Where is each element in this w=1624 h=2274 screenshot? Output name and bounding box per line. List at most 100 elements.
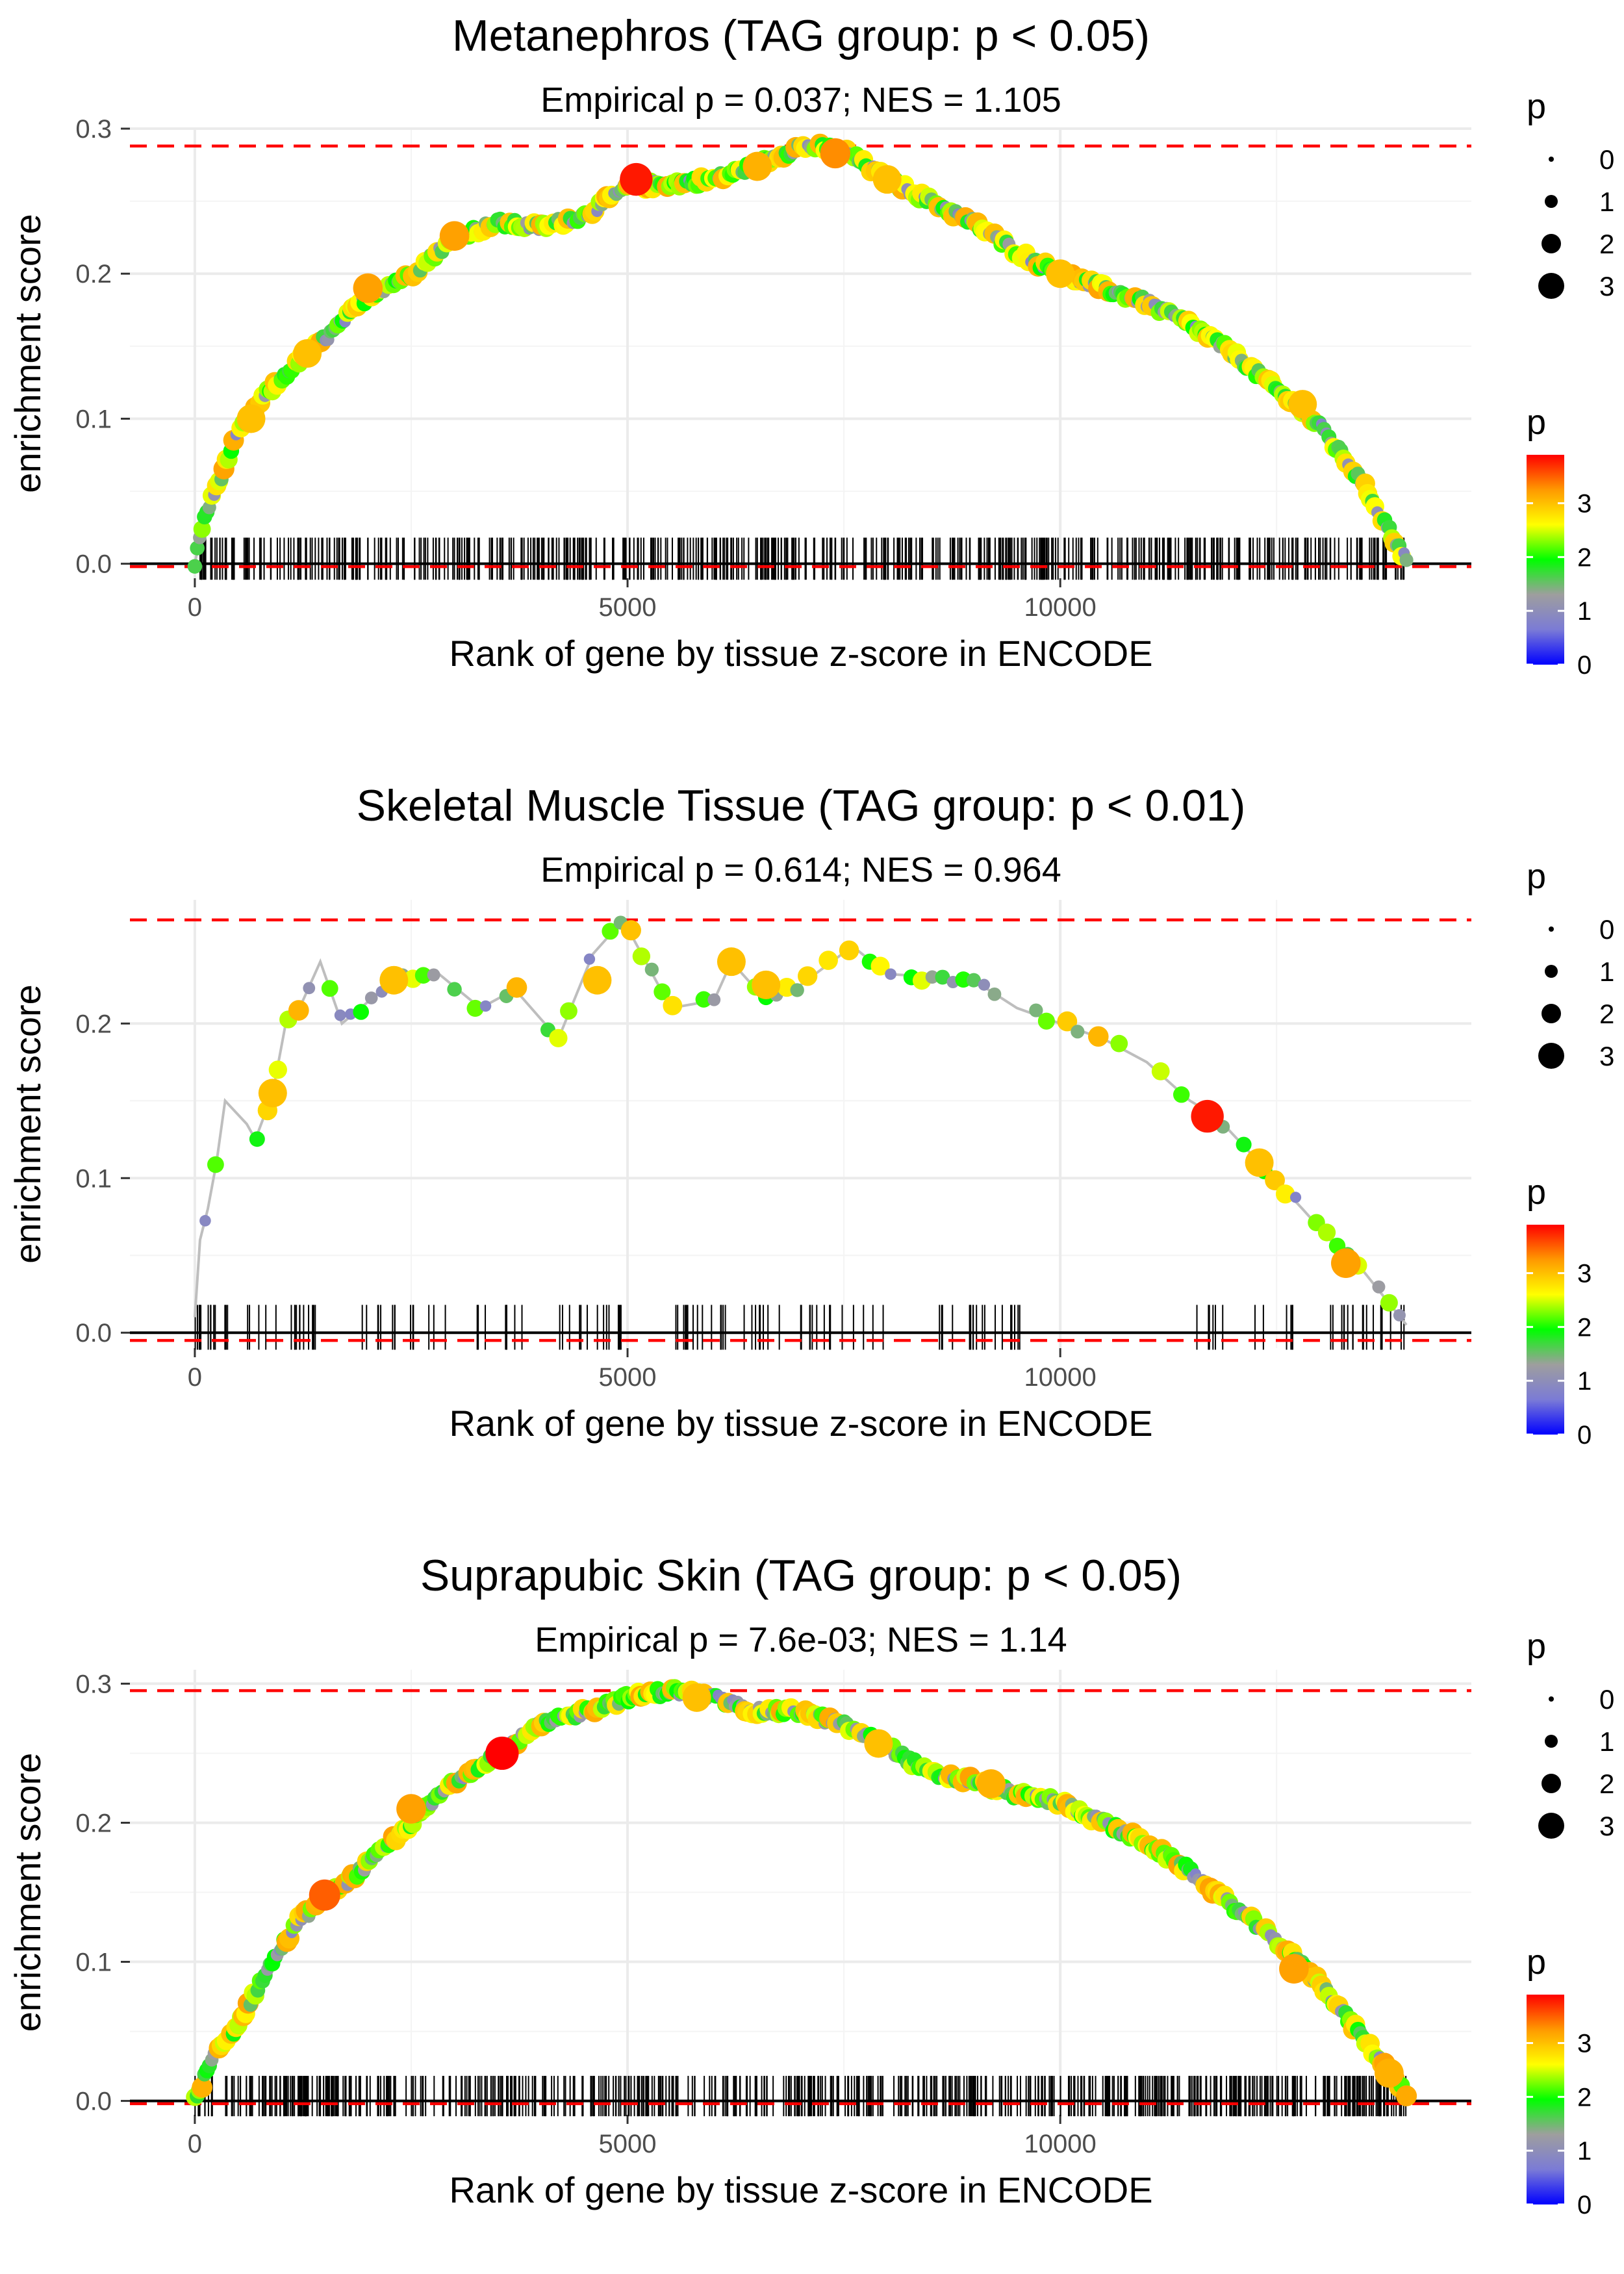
enrichment-point [1029, 1003, 1043, 1017]
color-legend-label: 2 [1577, 2083, 1592, 2112]
size-legend-dot [1545, 195, 1558, 208]
enrichment-point [414, 967, 432, 984]
enrichment-point-highlight [872, 165, 902, 194]
color-legend-label: 2 [1577, 1313, 1592, 1342]
enrichment-point-highlight [1046, 259, 1075, 288]
enrichment-point [966, 973, 982, 988]
gene-rug [194, 1305, 1405, 1350]
enrichment-point [1110, 1034, 1128, 1053]
enrichment-point [506, 977, 527, 998]
enrichment-point [583, 953, 596, 965]
x-tick-label: 5000 [599, 2130, 657, 2158]
enrichment-point [549, 1028, 568, 1047]
enrichment-point [632, 947, 651, 965]
color-legend-label: 1 [1577, 1367, 1592, 1396]
enrichment-point-highlight [583, 965, 612, 995]
y-axis-label: enrichment score [7, 214, 48, 493]
legend: p 0 1 2 3 p 3 2 1 0 [1527, 87, 1614, 680]
color-legend-title: p [1527, 1173, 1546, 1212]
y-tick-label: 0.3 [75, 115, 112, 144]
enrichment-points [187, 133, 1414, 574]
enrichment-point [653, 983, 671, 1001]
enrichment-point [1275, 1184, 1295, 1204]
enrichment-point-highlight [1245, 1148, 1274, 1177]
enrichment-point [1289, 1192, 1302, 1203]
x-axis-label: Rank of gene by tissue z-score in ENCODE [449, 2169, 1152, 2210]
size-legend-label: 2 [1599, 229, 1614, 259]
enrichment-point [987, 987, 1002, 1001]
size-legend-label: 1 [1599, 1726, 1614, 1757]
enrichment-point-highlight [258, 1079, 287, 1108]
color-legend-label: 0 [1577, 651, 1592, 680]
enrichment-point-highlight [864, 1729, 893, 1758]
enrichment-point [1151, 1062, 1170, 1080]
enrichment-point [885, 968, 896, 980]
enrichment-point [321, 980, 338, 997]
x-tick-label: 0 [188, 1363, 202, 1392]
y-tick-label: 0.2 [75, 1010, 112, 1038]
gene-rug [194, 2076, 1407, 2117]
enrichment-point [249, 1131, 265, 1147]
enrichment-point [192, 2076, 213, 2098]
x-tick-label: 10000 [1024, 593, 1097, 622]
size-legend-label: 2 [1599, 999, 1614, 1029]
enrichment-point-highlight [485, 1736, 519, 1770]
x-tick-label: 10000 [1024, 1363, 1097, 1392]
enrichment-point [1071, 1025, 1085, 1039]
enrichment-point [620, 920, 641, 941]
y-tick-label: 0.0 [75, 550, 112, 579]
enrichment-point-highlight [396, 1794, 426, 1824]
enrichment-point [427, 968, 440, 982]
x-axis-label: Rank of gene by tissue z-score in ENCODE [449, 633, 1152, 674]
enrichment-point [1057, 1011, 1078, 1032]
enrichment-point [1236, 1136, 1252, 1153]
enrichment-points [186, 1679, 1417, 2106]
enrichment-point [1380, 1294, 1398, 1312]
y-tick-label: 0.1 [75, 1948, 112, 1977]
size-legend-dot [1545, 1735, 1558, 1748]
size-legend-dot [1538, 273, 1564, 299]
color-legend-label: 1 [1577, 597, 1592, 626]
enrichment-point [466, 999, 484, 1017]
enrichment-point [602, 923, 619, 940]
enrichment-point [790, 983, 804, 997]
color-legend-bar [1527, 1995, 1564, 2204]
enrichment-point [935, 969, 950, 985]
y-tick-label: 0.3 [75, 1670, 112, 1698]
size-legend-dot [1538, 1043, 1564, 1069]
enrichment-point [818, 951, 838, 970]
chart-subtitle: Empirical p = 7.6e-03; NES = 1.14 [535, 1620, 1067, 1659]
size-legend-dot [1549, 926, 1554, 932]
enrichment-point-highlight [1375, 2058, 1404, 2088]
y-tick-label: 0.1 [75, 405, 112, 433]
color-legend-label: 3 [1577, 490, 1592, 518]
color-legend-label: 3 [1577, 1260, 1592, 1288]
enrichment-point [1399, 553, 1414, 567]
size-legend-label: 0 [1599, 144, 1614, 175]
enrichment-point [193, 520, 211, 538]
chart-title: Metanephros (TAG group: p < 0.05) [452, 11, 1150, 60]
chart-panel: Skeletal Muscle Tissue (TAG group: p < 0… [7, 781, 1614, 1450]
color-legend-label: 1 [1577, 2137, 1592, 2165]
y-axis-label: enrichment score [7, 1753, 48, 2032]
enrichment-point [334, 1009, 346, 1021]
enrichment-point [199, 1215, 211, 1227]
size-legend-dot [1545, 965, 1558, 978]
size-legend-title: p [1527, 1627, 1546, 1666]
size-legend-label: 3 [1599, 271, 1614, 301]
enrichment-point-highlight [820, 138, 850, 169]
chart-panel: Metanephros (TAG group: p < 0.05) Empiric… [7, 11, 1614, 680]
chart-title: Skeletal Muscle Tissue (TAG group: p < 0… [357, 781, 1246, 830]
legend: p 0 1 2 3 p 3 2 1 0 [1527, 857, 1614, 1450]
y-axis-label: enrichment score [7, 984, 48, 1264]
enrichment-point [707, 993, 721, 1006]
enrichment-point [353, 1004, 370, 1020]
enrichment-point [1393, 1309, 1406, 1322]
enrichment-point [925, 970, 939, 984]
gene-rug [199, 537, 1405, 580]
enrichment-point [207, 1156, 224, 1173]
legend: p 0 1 2 3 p 3 2 1 0 [1527, 1627, 1614, 2219]
size-legend-dot [1542, 1774, 1561, 1793]
color-legend-bar [1527, 455, 1564, 665]
enrichment-point-highlight [620, 162, 653, 196]
